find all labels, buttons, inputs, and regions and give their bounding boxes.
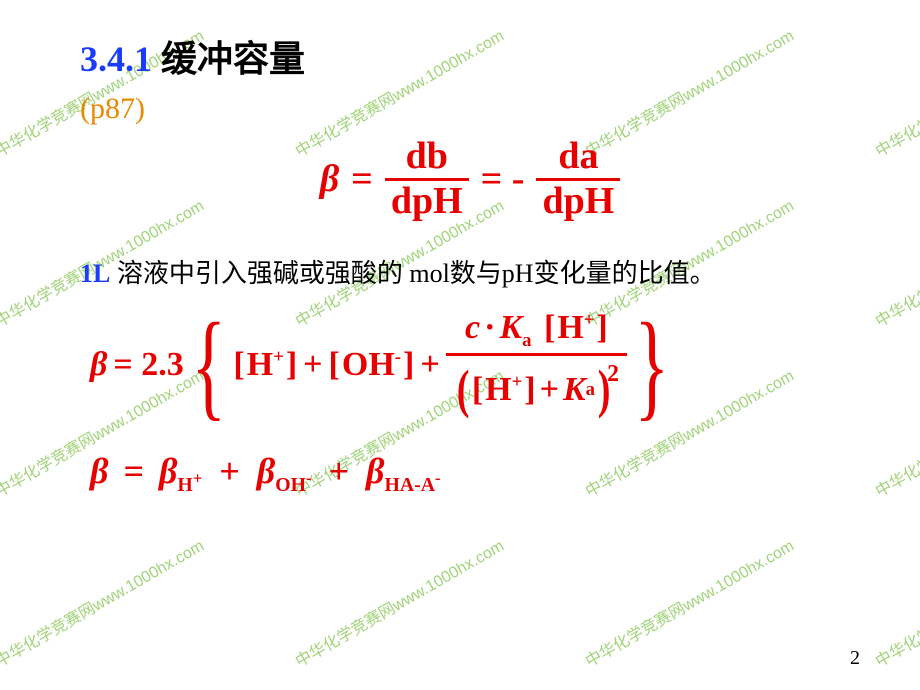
beta-symbol: β <box>320 157 339 201</box>
term-h-plus: [H+] <box>233 346 297 384</box>
equals-neg: = - <box>481 157 525 201</box>
desc-prefix: 1L <box>80 259 110 288</box>
description-text: 1L 溶液中引入强碱或强酸的 mol数与pH变化量的比值。 <box>80 253 860 290</box>
section-title: 3.4.1 缓冲容量 <box>80 30 860 82</box>
fraction-db-dph: db dpH <box>385 136 469 223</box>
section-text: 缓冲容量 <box>161 39 305 79</box>
page-reference: (p87) <box>80 92 860 126</box>
right-brace: } <box>635 305 670 425</box>
beta2: β <box>90 346 107 384</box>
equation-buffer-expanded: β = 2.3 { [H+] + [OH-] + c·Ka [H+] ( <box>80 305 860 497</box>
equation-beta-sum: β = βH+ + βOH- + βHA-A- <box>90 450 860 497</box>
coef-2-3: = 2.3 <box>113 346 183 384</box>
watermark-text: 中华化学竞赛网www.1000hx.com <box>580 532 798 671</box>
term-oh-minus: [OH-] <box>329 346 415 384</box>
section-number: 3.4.1 <box>80 39 152 79</box>
watermark-text: 中华化学竞赛网www.1000hx.com <box>870 532 920 671</box>
equals: = <box>351 157 373 201</box>
equation-buffer-capacity-def: β = db dpH = - da dpH <box>80 136 860 223</box>
watermark-text: 中华化学竞赛网www.1000hx.com <box>290 532 508 671</box>
fraction-da-dph: da dpH <box>536 136 620 223</box>
watermark-text: 中华化学竞赛网www.1000hx.com <box>0 532 208 671</box>
fraction-cka: c·Ka [H+] ( [H+] + Ka ) 2 <box>446 308 627 421</box>
desc-rest: 溶液中引入强碱或强酸的 mol数与pH变化量的比值。 <box>110 259 715 288</box>
page-number: 2 <box>850 647 860 670</box>
slide-content: 3.4.1 缓冲容量 (p87) β = db dpH = - da dpH 1… <box>0 0 920 517</box>
left-brace: { <box>191 305 226 425</box>
